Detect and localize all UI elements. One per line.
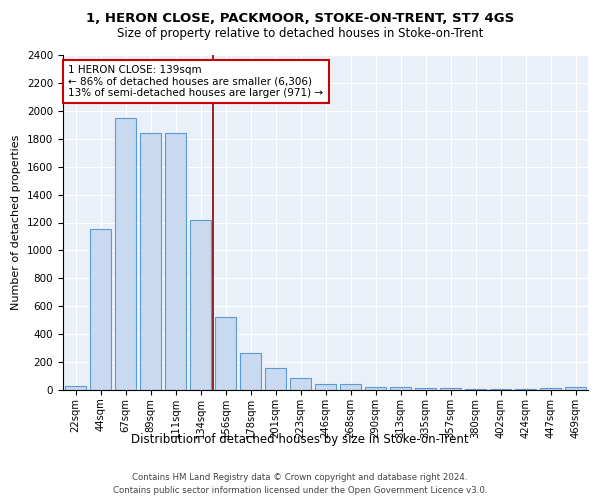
Bar [565,387,586,390]
Bar [540,388,561,390]
Bar [265,368,286,390]
Bar [440,388,461,390]
Bar [240,353,261,390]
Bar [340,384,361,390]
Bar [190,220,211,390]
Bar [365,387,386,390]
Text: 1 HERON CLOSE: 139sqm
← 86% of detached houses are smaller (6,306)
13% of semi-d: 1 HERON CLOSE: 139sqm ← 86% of detached … [68,65,323,98]
Bar [65,386,86,390]
Bar [490,388,511,390]
Text: 1, HERON CLOSE, PACKMOOR, STOKE-ON-TRENT, ST7 4GS: 1, HERON CLOSE, PACKMOOR, STOKE-ON-TRENT… [86,12,514,26]
Text: Contains HM Land Registry data © Crown copyright and database right 2024.: Contains HM Land Registry data © Crown c… [132,472,468,482]
Bar [415,388,436,390]
Bar [290,378,311,390]
Bar [165,133,186,390]
Bar [315,384,336,390]
Bar [390,386,411,390]
Bar [215,318,236,390]
Y-axis label: Number of detached properties: Number of detached properties [11,135,22,310]
Bar [90,230,111,390]
Bar [140,133,161,390]
Bar [465,388,486,390]
Text: Contains public sector information licensed under the Open Government Licence v3: Contains public sector information licen… [113,486,487,495]
Text: Size of property relative to detached houses in Stoke-on-Trent: Size of property relative to detached ho… [117,28,483,40]
Text: Distribution of detached houses by size in Stoke-on-Trent: Distribution of detached houses by size … [131,432,469,446]
Bar [115,118,136,390]
